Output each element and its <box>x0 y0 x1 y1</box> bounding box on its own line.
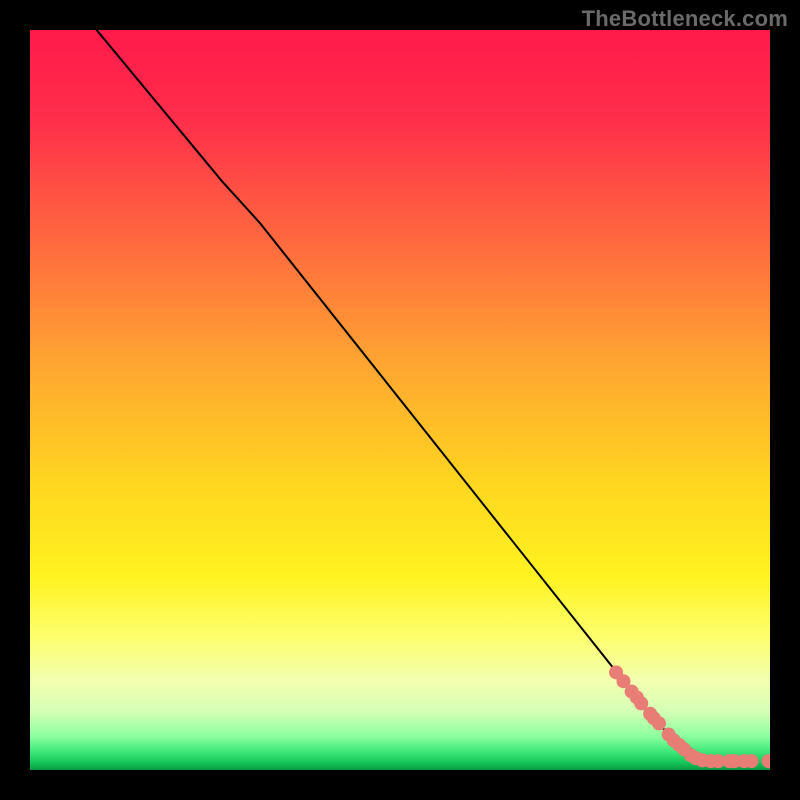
data-point <box>652 716 666 730</box>
watermark-text: TheBottleneck.com <box>582 6 788 32</box>
chart-frame: TheBottleneck.com <box>0 0 800 800</box>
data-point <box>745 754 759 768</box>
plot-area <box>30 30 770 770</box>
